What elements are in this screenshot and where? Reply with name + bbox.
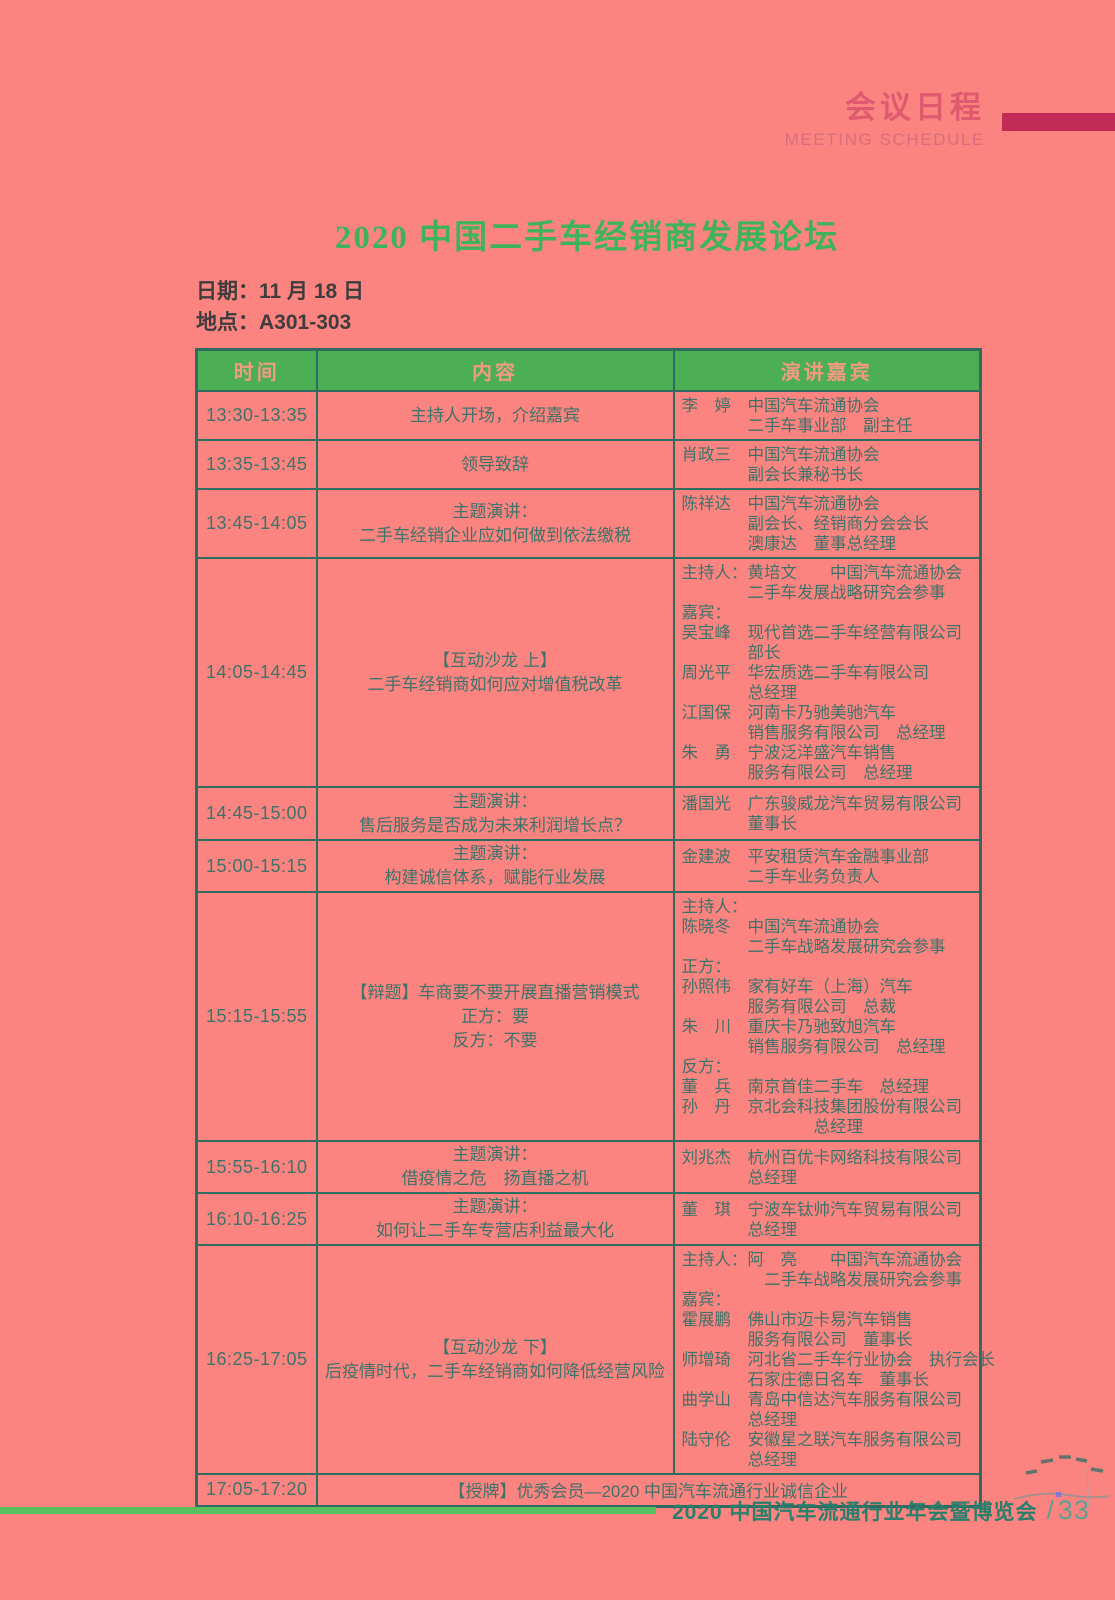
schedule-table: 时间 内容 演讲嘉宾 13:30-13:35 主持人开场，介绍嘉宾李 婷 中国汽车流通… <box>195 348 995 1508</box>
forum-date: 日期：11 月 18 日 <box>196 280 365 303</box>
content-cell: 主题演讲： 如何让二手车专营店利益最大化 <box>315 1192 675 1246</box>
forum-meta: 日期：11 月 18 日 地点：A301-303 <box>196 276 364 338</box>
content-cell: 领导致辞 <box>315 439 675 490</box>
content-cell: 主题演讲： 二手车经销企业应如何做到依法缴税 <box>315 488 675 559</box>
schedule-row: 14:45-15:00 主题演讲： 售后服务是否成为未来利润增长点？ 潘国光 广东骏… <box>195 786 982 841</box>
schedule-row: 16:25-17:05 【互动沙龙 下】 后疫情时代，二手车经销商如何降低经营风险… <box>195 1244 995 1475</box>
time-cell: 13:45-14:05 <box>195 488 318 559</box>
time-cell: 14:45-15:00 <box>195 786 318 841</box>
schedule-row: 13:30-13:35 主持人开场，介绍嘉宾李 婷 中国汽车流通协会 二手车事业部… <box>195 390 982 441</box>
forum-title: 2020 中国二手车经销商发展论坛 <box>334 220 840 256</box>
speakers-cell: 主持人： 陈晓冬 中国汽车流通协会 二手车战略发展研究会参事 正方： 孙照伟 家… <box>672 891 982 1142</box>
car-sketch-icon <box>1013 1455 1110 1511</box>
speakers-cell: 董 琪 宁波车钛帅汽车贸易有限公司 总经理 <box>672 1192 982 1246</box>
column-header-0: 时间 <box>195 348 318 392</box>
speakers-cell: 金建波 平安租赁汽车金融事业部 二手车业务负责人 <box>672 839 982 893</box>
masthead-title-cn: 会议日程 <box>845 90 985 125</box>
forum-venue: 地点：A301-303 <box>196 311 352 334</box>
schedule-row: 17:05-17:20 【授牌】优秀会员—2020 中国汽车流通行业诚信企业 <box>195 1473 982 1507</box>
speakers-cell: 陈祥达 中国汽车流通协会 副会长、经销商分会会长 澳康达 董事总经理 <box>672 488 982 559</box>
speakers-cell: 李 婷 中国汽车流通协会 二手车事业部 副主任 <box>672 390 982 441</box>
time-cell: 15:15-15:55 <box>195 891 318 1142</box>
content-cell: 【互动沙龙 上】 二手车经销商如何应对增值税改革 <box>315 557 675 788</box>
speakers-cell: 潘国光 广东骏威龙汽车贸易有限公司 董事长 <box>672 786 982 841</box>
column-header-2: 演讲嘉宾 <box>672 348 982 392</box>
schedule-row: 13:45-14:05 主题演讲： 二手车经销企业应如何做到依法缴税 陈祥达 中国汽… <box>195 488 982 559</box>
speakers-cell: 刘兆杰 杭州百优卡网络科技有限公司 总经理 <box>672 1140 982 1194</box>
schedule-row: 16:10-16:25 主题演讲： 如何让二手车专营店利益最大化董 琪 宁波车钛帅… <box>195 1192 982 1246</box>
page-footer: 2020 中国汽车流通行业年会暨博览会 / 33 <box>0 1495 1090 1526</box>
time-cell: 17:05-17:20 <box>195 1473 318 1507</box>
time-cell: 13:30-13:35 <box>195 390 318 441</box>
footer-page-number: 33 <box>1057 1495 1090 1525</box>
footer-separator: / <box>1046 1495 1054 1525</box>
content-cell: 主题演讲： 售后服务是否成为未来利润增长点？ <box>315 786 675 841</box>
header-row: 时间 内容 演讲嘉宾 <box>195 348 982 392</box>
time-cell: 15:55-16:10 <box>195 1140 318 1194</box>
content-cell: 主题演讲： 借疫情之危 扬直播之机 <box>315 1140 675 1194</box>
masthead-accent-bar <box>1002 113 1115 131</box>
footer-brand: 2020 中国汽车流通行业年会暨博览会 <box>672 1500 1038 1524</box>
schedule-row: 13:35-13:45 领导致辞 肖政三 中国汽车流通协会 副会长兼秘书长 <box>195 439 982 490</box>
time-cell: 13:35-13:45 <box>195 439 318 490</box>
column-header-1: 内容 <box>315 348 675 392</box>
content-cell: 【辩题】车商要不要开展直播营销模式 正方：要 反方：不要 <box>315 891 675 1142</box>
schedule-table-header: 时间 内容 演讲嘉宾 <box>195 348 982 392</box>
speakers-cell: 肖政三 中国汽车流通协会 副会长兼秘书长 <box>672 439 982 490</box>
speakers-cell: 主持人：阿 亮 中国汽车流通协会 二手车战略发展研究会参事 嘉宾： 霍展鹏 佛山… <box>672 1244 995 1475</box>
schedule-row: 14:05-14:45 【互动沙龙 上】 二手车经销商如何应对增值税改革 主持人：黄… <box>195 557 982 788</box>
schedule-row: 15:15-15:55 【辩题】车商要不要开展直播营销模式 正方：要 反方：不要主… <box>195 891 982 1142</box>
award-cell: 【授牌】优秀会员—2020 中国汽车流通行业诚信企业 <box>315 1473 982 1507</box>
time-cell: 16:25-17:05 <box>195 1244 318 1475</box>
content-cell: 【互动沙龙 下】 后疫情时代，二手车经销商如何降低经营风险 <box>315 1244 675 1475</box>
masthead: 会议日程 MEETING SCHEDULE <box>785 82 985 150</box>
time-cell: 16:10-16:25 <box>195 1192 318 1246</box>
time-cell: 15:00-15:15 <box>195 839 318 893</box>
speakers-cell: 主持人：黄培文 中国汽车流通协会 二手车发展战略研究会参事 嘉宾： 吴宝峰 现代… <box>672 557 982 788</box>
time-cell: 14:05-14:45 <box>195 557 318 788</box>
footer-accent-line <box>0 1507 656 1514</box>
schedule-row: 15:00-15:15 主题演讲： 构建诚信体系，赋能行业发展 金建波 平安租赁汽车… <box>195 839 982 893</box>
schedule-row: 15:55-16:10 主题演讲： 借疫情之危 扬直播之机 刘兆杰 杭州百优卡网络科… <box>195 1140 982 1194</box>
schedule-table-body: 13:30-13:35 主持人开场，介绍嘉宾李 婷 中国汽车流通协会 二手车事业部… <box>195 390 995 1507</box>
content-cell: 主持人开场，介绍嘉宾 <box>315 390 675 441</box>
masthead-title-en: MEETING SCHEDULE <box>784 130 985 149</box>
content-cell: 主题演讲： 构建诚信体系，赋能行业发展 <box>315 839 675 893</box>
